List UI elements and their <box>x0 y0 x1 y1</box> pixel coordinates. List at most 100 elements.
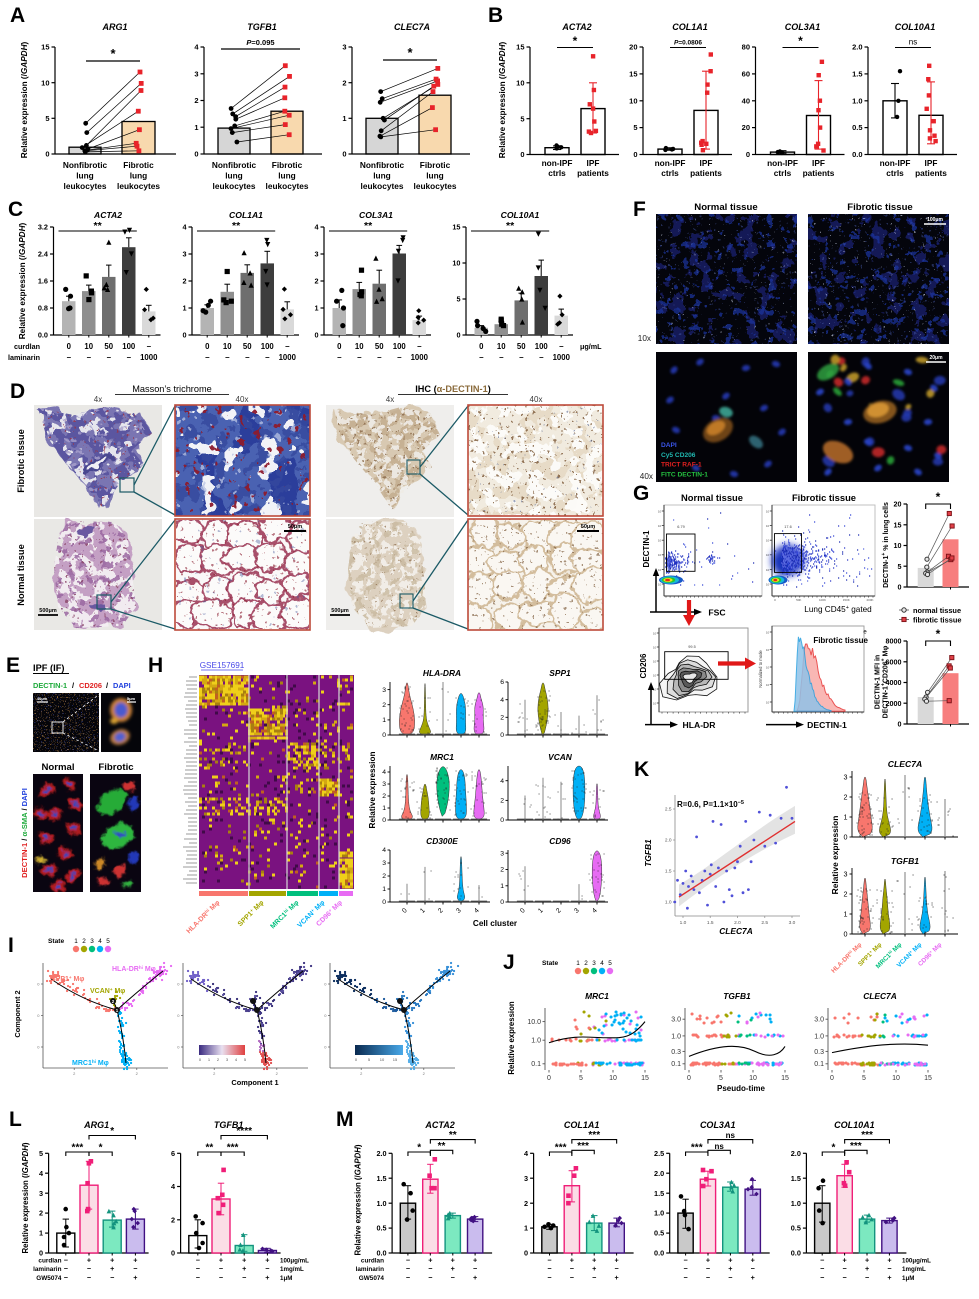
svg-text:−: − <box>196 1273 200 1282</box>
svg-text:**: ** <box>449 1130 457 1141</box>
svg-text:Fibrotic tissue: Fibrotic tissue <box>813 636 868 645</box>
svg-text:1: 1 <box>844 909 848 918</box>
svg-text:2: 2 <box>382 702 386 709</box>
svg-text:patients: patients <box>803 168 835 178</box>
svg-text:0: 0 <box>337 342 342 351</box>
svg-text:***: *** <box>691 1143 703 1154</box>
svg-text:***: *** <box>227 1143 239 1154</box>
svg-text:3: 3 <box>524 1174 528 1183</box>
svg-text:MRC1hi Mφ: MRC1hi Mφ <box>72 1059 109 1068</box>
svg-text:ns: ns <box>714 1142 724 1151</box>
svg-text:+: + <box>865 1264 869 1273</box>
svg-text:**: ** <box>232 220 241 232</box>
svg-text:2: 2 <box>112 999 115 1004</box>
svg-text:10.0: 10.0 <box>527 1019 541 1026</box>
svg-text:ns: ns <box>909 38 917 47</box>
svg-text:3: 3 <box>592 960 596 967</box>
svg-text:1μM: 1μM <box>280 1275 292 1282</box>
svg-text:500μm: 500μm <box>331 608 349 614</box>
svg-text:1: 1 <box>39 1229 43 1238</box>
svg-text:−: − <box>547 1256 551 1265</box>
svg-text:+: + <box>87 1256 91 1265</box>
svg-text:**: ** <box>506 220 515 232</box>
svg-text:0: 0 <box>342 150 346 159</box>
svg-text:Fibrotic: Fibrotic <box>123 160 154 170</box>
svg-text:2: 2 <box>171 1215 175 1224</box>
svg-text:−: − <box>570 1273 574 1282</box>
svg-text:CLEC7A: CLEC7A <box>863 991 897 1001</box>
svg-text:1: 1 <box>537 907 545 915</box>
svg-text:4: 4 <box>182 223 187 232</box>
svg-text:0: 0 <box>401 907 409 915</box>
svg-text:0: 0 <box>500 817 504 824</box>
svg-text:4x: 4x <box>386 395 394 404</box>
svg-text:−: − <box>547 1273 551 1282</box>
svg-text:0: 0 <box>500 899 504 906</box>
svg-text:4: 4 <box>600 960 604 967</box>
svg-text:20: 20 <box>629 43 637 52</box>
svg-text:non-IPF: non-IPF <box>880 158 911 168</box>
svg-text:+: + <box>242 1264 246 1273</box>
svg-text:leukocytes: leukocytes <box>117 181 160 191</box>
svg-text:2.0: 2.0 <box>654 1169 664 1178</box>
svg-text:H: H <box>148 654 163 677</box>
svg-text:100μg/mL: 100μg/mL <box>902 1258 931 1265</box>
svg-text:COL1A1: COL1A1 <box>229 210 263 220</box>
svg-text:2: 2 <box>314 277 318 286</box>
svg-text:0: 0 <box>39 1249 43 1258</box>
svg-text:curdlan: curdlan <box>14 342 40 351</box>
svg-text:10: 10 <box>766 553 770 557</box>
svg-text:IPF (IF): IPF (IF) <box>33 663 65 673</box>
svg-text:laminarin: laminarin <box>8 353 40 362</box>
svg-text:Relative expression (/GAPDH): Relative expression (/GAPDH) <box>498 41 507 158</box>
svg-text:0: 0 <box>37 982 40 987</box>
svg-text:0: 0 <box>171 1249 175 1258</box>
svg-text:1000: 1000 <box>553 353 571 362</box>
svg-text:10: 10 <box>766 524 770 528</box>
svg-text:**: ** <box>438 1141 446 1152</box>
svg-text:10: 10 <box>84 342 93 351</box>
svg-text:+: + <box>592 1256 596 1265</box>
svg-text:leukocytes: leukocytes <box>266 181 309 191</box>
svg-text:Component 1: Component 1 <box>231 1078 278 1087</box>
svg-text:COL3A1: COL3A1 <box>700 1120 736 1130</box>
svg-text:1: 1 <box>314 304 318 313</box>
svg-text:100: 100 <box>535 342 549 351</box>
svg-text:1: 1 <box>194 123 198 132</box>
svg-text:Cell cluster: Cell cluster <box>473 919 518 928</box>
svg-text:**: ** <box>94 220 103 232</box>
svg-text:−: − <box>570 1264 574 1273</box>
svg-text:+: + <box>265 1256 269 1265</box>
svg-text:leukocytes: leukocytes <box>213 181 256 191</box>
svg-text:2: 2 <box>423 1071 426 1076</box>
svg-text:0: 0 <box>67 342 72 351</box>
svg-text:laminarin: laminarin <box>356 1266 385 1273</box>
svg-text:10: 10 <box>894 541 902 550</box>
svg-text:TGFB1: TGFB1 <box>723 991 751 1001</box>
svg-text:10: 10 <box>653 687 657 691</box>
svg-text:10: 10 <box>41 78 49 87</box>
svg-text:2.0: 2.0 <box>665 838 672 844</box>
svg-text:−: − <box>146 342 151 351</box>
svg-text:ARG1: ARG1 <box>83 1120 109 1130</box>
svg-text:HLA-DRhi Mφ: HLA-DRhi Mφ <box>829 940 864 975</box>
svg-text:−: − <box>196 1256 200 1265</box>
svg-text:+: + <box>451 1256 455 1265</box>
svg-text:non-IPF: non-IPF <box>767 158 798 168</box>
svg-text:Normal: Normal <box>41 762 74 773</box>
svg-text:leukocytes: leukocytes <box>361 181 404 191</box>
svg-text:HLA-DRA: HLA-DRA <box>423 668 461 678</box>
svg-text:0: 0 <box>177 982 180 987</box>
svg-text:10: 10 <box>766 582 770 586</box>
svg-text:0: 0 <box>844 832 848 841</box>
svg-text:patients: patients <box>915 168 947 178</box>
svg-text:*: * <box>407 45 413 60</box>
svg-text:0.8: 0.8 <box>38 304 48 313</box>
svg-text:6: 6 <box>171 1149 175 1158</box>
svg-text:3: 3 <box>90 938 94 945</box>
svg-text:1: 1 <box>382 886 386 893</box>
svg-text:3: 3 <box>500 850 504 857</box>
svg-text:COL1A1: COL1A1 <box>564 1120 600 1130</box>
svg-text:−: − <box>110 1273 114 1282</box>
svg-text:Fibrotic tissue: Fibrotic tissue <box>847 202 913 213</box>
